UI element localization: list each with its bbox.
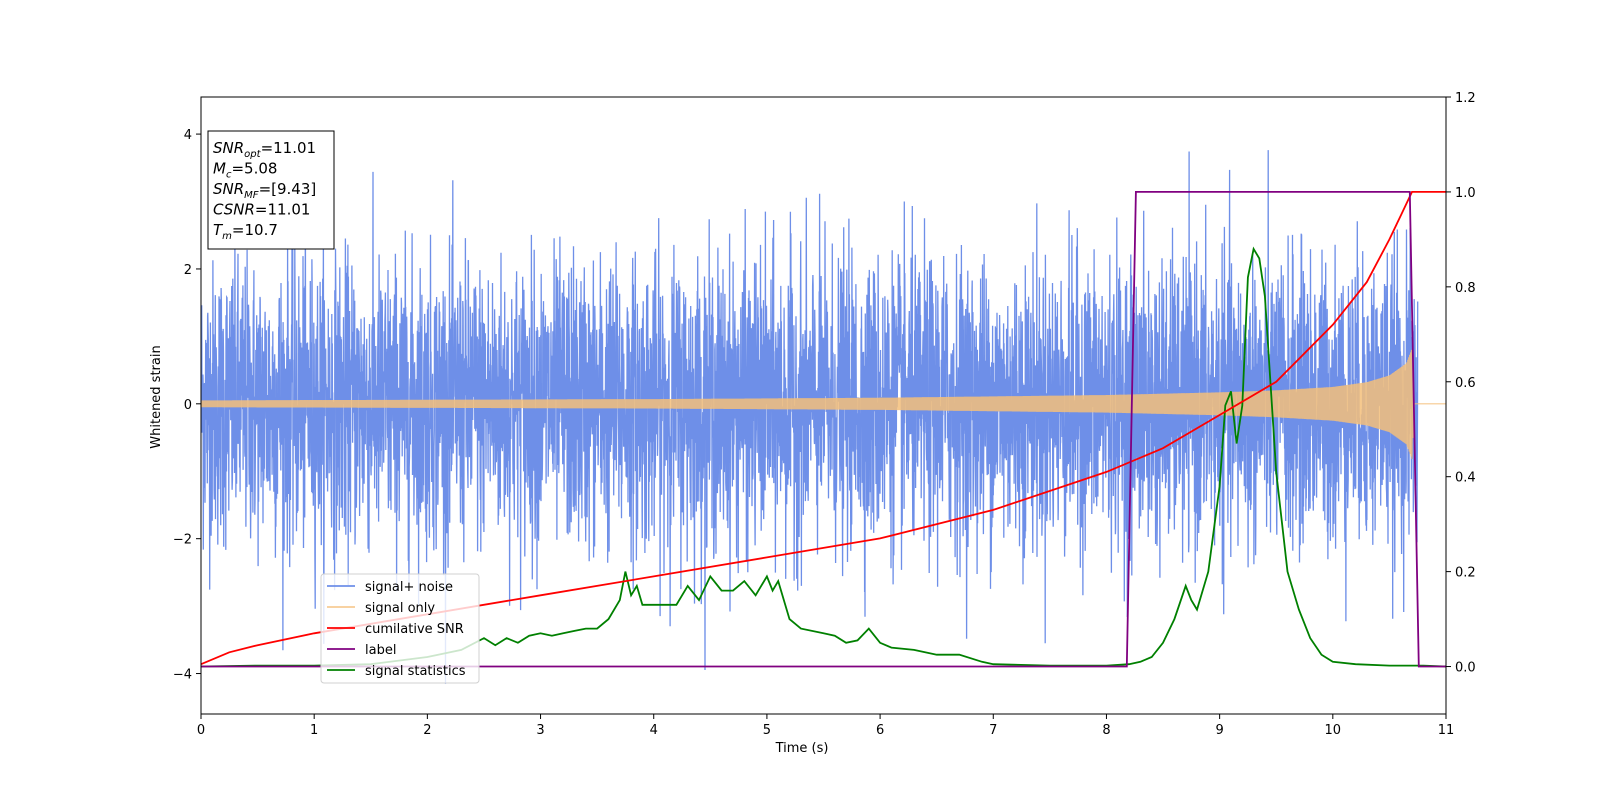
legend-entry: signal only: [365, 601, 435, 616]
y2-tick-label: 0.4: [1455, 471, 1476, 486]
y-tick-label: −4: [173, 668, 192, 683]
y2-tick-label: 0.0: [1455, 661, 1476, 676]
x-tick-label: 2: [423, 723, 431, 738]
y-tick-label: −2: [173, 533, 192, 548]
legend: signal+ noise signal only cumilative SNR la…: [320, 573, 480, 684]
mc-text: Mc=5.08: [213, 160, 277, 181]
plot-frame: [200, 96, 1447, 715]
signal-only-line: [201, 349, 1446, 459]
x-tick-label: 7: [989, 723, 997, 738]
y2-tick-label: 0.8: [1455, 281, 1476, 296]
legend-entry: signal statistics: [365, 664, 466, 679]
annotation-frame: [207, 130, 335, 250]
legend-box: [320, 573, 480, 684]
x-tick-label: 0: [197, 723, 205, 738]
axes: 0 1 2 3 4 5 6 7 8 9 10 11 −4 −2 0 2 4 0.0 0.2 0.4 0.6 0.8 1.0 1…: [173, 91, 1476, 738]
label-line: [201, 190, 1446, 668]
csnr-text: CSNR=11.01: [213, 201, 310, 219]
y2-tick-label: 0.2: [1455, 566, 1476, 581]
x-tick-label: 3: [536, 723, 544, 738]
x-tick-label: 6: [876, 723, 884, 738]
x-tick-label: 11: [1438, 723, 1455, 738]
legend-entry: signal+ noise: [365, 580, 453, 595]
x-tick-label: 5: [763, 723, 771, 738]
y2-tick-label: 1.2: [1455, 91, 1476, 106]
x-tick-label: 10: [1325, 723, 1342, 738]
y2-tick-label: 1.0: [1455, 186, 1476, 201]
snr-opt-text: SNRopt=11.01: [213, 139, 316, 160]
x-tick-label: 8: [1102, 723, 1110, 738]
x-tick-label: 9: [1215, 723, 1223, 738]
x-tick-label: 1: [310, 723, 318, 738]
y-tick-label: 0: [184, 398, 192, 413]
y-tick-label: 4: [184, 128, 192, 143]
annotation-box: SNRopt=11.01Mc=5.08SNRMF=[9.43]CSNR=11.0…: [207, 130, 335, 250]
y-tick-label: 2: [184, 263, 192, 278]
snr-mf-text: SNRMF=[9.43]: [213, 180, 316, 201]
legend-entry: cumilative SNR: [365, 622, 464, 637]
x-tick-label: 4: [650, 723, 658, 738]
y-axis-label: Whitened strain: [149, 345, 164, 448]
signal-statistics-line: [201, 246, 1446, 668]
y2-tick-label: 0.6: [1455, 376, 1476, 391]
x-axis-label: Time (s): [775, 741, 829, 756]
legend-entry: label: [365, 643, 396, 658]
tm-text: Tm=10.7: [213, 221, 278, 242]
